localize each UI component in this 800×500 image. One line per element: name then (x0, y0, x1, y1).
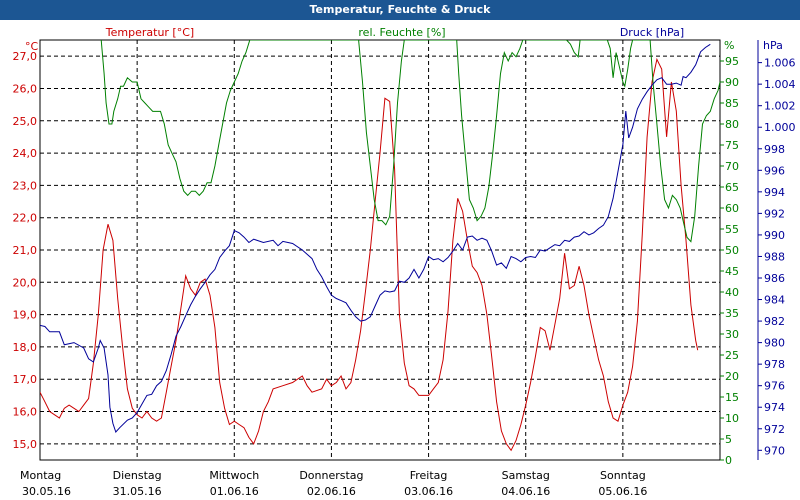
pressure-tick-label: 984 (764, 294, 785, 307)
x-date-label: 30.05.16 (22, 485, 71, 498)
humidity-tick-label: 35 (725, 307, 739, 320)
humidity-tick-label: 55 (725, 223, 739, 236)
pressure-tick-label: 972 (764, 423, 785, 436)
title-bar (0, 0, 800, 20)
temperature-tick-label: 26,0 (13, 82, 38, 95)
temperature-series-line (40, 57, 699, 452)
pressure-tick-label: 996 (764, 164, 785, 177)
x-day-label: Montag (20, 469, 61, 482)
humidity-tick-label: 80 (725, 118, 739, 131)
pressure-series-line (40, 43, 711, 433)
temperature-tick-label: 18,0 (13, 341, 38, 354)
x-date-label: 04.06.16 (501, 485, 550, 498)
x-day-label: Samstag (502, 469, 550, 482)
temperature-tick-label: 15,0 (13, 438, 38, 451)
temperature-tick-label: 22,0 (13, 212, 38, 225)
humidity-series-line (100, 40, 720, 243)
pressure-tick-label: 1.006 (764, 57, 796, 70)
pressure-tick-label: 1.002 (764, 100, 796, 113)
temperature-tick-label: 27,0 (13, 50, 38, 63)
humidity-tick-label: 30 (725, 328, 739, 341)
series (40, 40, 720, 452)
temperature-tick-label: 24,0 (13, 147, 38, 160)
temperature-tick-label: 21,0 (13, 244, 38, 257)
humidity-tick-label: 70 (725, 160, 739, 173)
pressure-tick-label: 978 (764, 358, 785, 371)
pressure-tick-label: 1.004 (764, 78, 796, 91)
pressure-tick-label: 1.000 (764, 121, 796, 134)
pressure-tick-label: 990 (764, 229, 785, 242)
pressure-tick-label: 994 (764, 186, 785, 199)
temperature-tick-label: 19,0 (13, 309, 38, 322)
humidity-tick-label: 25 (725, 349, 739, 362)
x-day-label: Dienstag (113, 469, 162, 482)
humidity-unit-label: % (724, 39, 734, 52)
pressure-tick-label: 980 (764, 337, 785, 350)
axes: °C Temperatur [°C] rel. Feuchte [%] Druc… (13, 26, 796, 498)
pressure-tick-label: 982 (764, 315, 785, 328)
x-day-label: Freitag (410, 469, 448, 482)
pressure-tick-label: 988 (764, 250, 785, 263)
humidity-tick-label: 15 (725, 391, 739, 404)
temperature-unit-label: °C (25, 40, 39, 53)
pressure-axis-title: Druck [hPa] (620, 26, 684, 39)
x-day-label: Mittwoch (209, 469, 259, 482)
humidity-tick-label: 5 (725, 433, 732, 446)
x-day-label: Sonntag (600, 469, 646, 482)
chart-title: Temperatur, Feuchte & Druck (309, 3, 491, 16)
humidity-tick-label: 0 (725, 454, 732, 467)
humidity-tick-label: 40 (725, 286, 739, 299)
humidity-tick-label: 75 (725, 139, 739, 152)
humidity-axis-title: rel. Feuchte [%] (358, 26, 445, 39)
pressure-tick-label: 974 (764, 401, 785, 414)
humidity-tick-label: 45 (725, 265, 739, 278)
pressure-tick-label: 992 (764, 207, 785, 220)
pressure-tick-label: 986 (764, 272, 785, 285)
pressure-unit-label: hPa (763, 39, 783, 52)
temperature-axis-title: Temperatur [°C] (105, 26, 194, 39)
humidity-tick-label: 60 (725, 202, 739, 215)
humidity-tick-label: 95 (725, 55, 739, 68)
temperature-tick-label: 16,0 (13, 406, 38, 419)
x-day-label: Donnerstag (299, 469, 363, 482)
humidity-tick-label: 85 (725, 97, 739, 110)
humidity-tick-label: 20 (725, 370, 739, 383)
humidity-tick-label: 65 (725, 181, 739, 194)
pressure-tick-label: 998 (764, 143, 785, 156)
humidity-tick-label: 10 (725, 412, 739, 425)
x-date-label: 01.06.16 (210, 485, 259, 498)
grid (40, 40, 720, 460)
pressure-tick-label: 970 (764, 444, 785, 457)
temperature-tick-label: 17,0 (13, 373, 38, 386)
temperature-tick-label: 23,0 (13, 179, 38, 192)
humidity-tick-label: 90 (725, 76, 739, 89)
temperature-tick-label: 20,0 (13, 276, 38, 289)
humidity-tick-label: 50 (725, 244, 739, 257)
x-date-label: 02.06.16 (307, 485, 356, 498)
x-date-label: 05.06.16 (598, 485, 647, 498)
pressure-tick-label: 976 (764, 380, 785, 393)
temperature-tick-label: 25,0 (13, 115, 38, 128)
x-date-label: 03.06.16 (404, 485, 453, 498)
x-date-label: 31.05.16 (113, 485, 162, 498)
